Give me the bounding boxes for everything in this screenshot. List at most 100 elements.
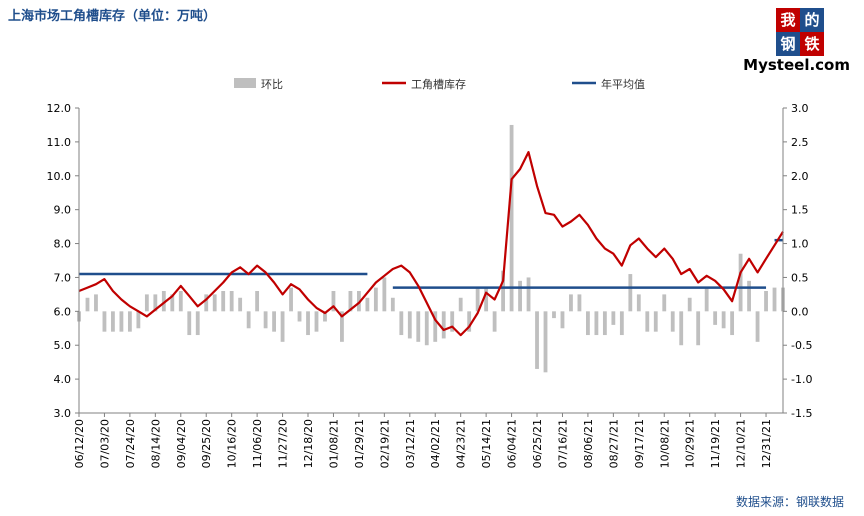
x-tick-label: 04/23/21	[455, 419, 468, 468]
x-tick-label: 08/27/21	[607, 419, 620, 468]
logo-char: 钢	[776, 32, 800, 56]
change-bar	[416, 311, 421, 342]
mysteel-logo: 我 的 钢 铁 Mysteel.com	[742, 8, 850, 76]
change-bar	[441, 311, 446, 339]
change-bar	[619, 311, 624, 336]
x-tick-label: 08/06/21	[582, 419, 595, 468]
x-tick-label: 06/12/20	[73, 419, 86, 468]
change-bar	[407, 311, 412, 339]
data-source: 数据来源：钢联数据	[735, 495, 844, 509]
change-bar	[136, 311, 141, 329]
x-tick-label: 11/19/21	[709, 419, 722, 468]
change-bar	[382, 277, 387, 312]
x-tick-label: 10/29/21	[684, 419, 697, 468]
change-bar	[467, 311, 472, 332]
change-bar	[450, 311, 455, 332]
change-bar	[263, 311, 268, 329]
change-bar	[662, 294, 667, 312]
change-bar	[747, 280, 751, 312]
x-tick-label: 10/08/21	[658, 419, 671, 468]
chart-title: 上海市场工角槽库存（单位：万吨）	[8, 9, 217, 24]
change-bar	[645, 311, 650, 332]
change-bar	[653, 311, 658, 332]
x-tick-label: 04/02/21	[429, 419, 442, 468]
change-bar	[348, 291, 353, 312]
change-bar	[102, 311, 107, 332]
change-bar	[738, 253, 743, 312]
change-bar	[390, 297, 395, 312]
change-bar	[246, 311, 251, 329]
inventory-line	[78, 151, 784, 337]
x-tick-label: 05/14/21	[480, 419, 493, 468]
x-tick-label: 01/29/21	[353, 419, 366, 468]
change-bar	[484, 287, 489, 312]
change-bar	[569, 294, 573, 312]
change-bar	[594, 311, 599, 336]
x-tick-label: 08/14/20	[149, 419, 162, 468]
left-tick-label: 11.0	[47, 136, 72, 149]
change-bar	[111, 311, 115, 332]
change-bar	[560, 311, 565, 329]
x-tick-label: 11/27/20	[277, 419, 290, 468]
change-bar	[340, 311, 344, 342]
x-tick-label: 09/04/20	[175, 419, 188, 468]
x-tick-label: 03/12/21	[404, 419, 417, 468]
change-bar	[679, 311, 684, 346]
x-tick-label: 12/18/20	[302, 419, 315, 468]
change-bar	[611, 311, 616, 325]
left-tick-label: 12.0	[47, 102, 72, 115]
legend-swatch-change	[234, 78, 256, 88]
x-tick-label: 06/25/21	[531, 419, 544, 468]
change-bar	[518, 280, 522, 312]
logo-char: 的	[800, 8, 824, 32]
x-tick-label: 07/24/20	[124, 419, 137, 468]
right-tick-label: 3.0	[791, 102, 809, 115]
left-tick-label: 8.0	[54, 238, 72, 251]
right-tick-label: 1.5	[791, 204, 809, 217]
change-bar	[687, 297, 692, 312]
change-bar	[272, 311, 276, 332]
change-bar	[187, 311, 192, 336]
change-bar	[289, 287, 293, 312]
x-tick-label: 12/31/21	[760, 419, 773, 468]
legend-label: 工角槽库存	[411, 77, 466, 91]
change-bar	[475, 287, 480, 312]
change-bar	[85, 297, 90, 312]
change-bar	[229, 291, 234, 312]
change-bar	[238, 297, 243, 312]
change-bar	[492, 311, 497, 332]
left-tick-label: 10.0	[47, 170, 72, 183]
change-bar	[144, 294, 149, 312]
change-bar	[204, 294, 209, 312]
change-bar	[577, 294, 582, 312]
right-tick-label: -0.5	[791, 339, 812, 352]
change-bar	[280, 311, 285, 342]
left-tick-label: 3.0	[54, 407, 72, 420]
legend-label: 年平均值	[601, 77, 645, 91]
x-tick-label: 06/04/21	[506, 419, 519, 468]
change-bar	[323, 311, 327, 322]
x-tick-label: 09/17/21	[633, 419, 646, 468]
x-tick-label: 12/10/21	[735, 419, 748, 468]
change-bar	[704, 287, 709, 312]
change-bar	[331, 291, 336, 312]
left-tick-label: 5.0	[54, 339, 72, 352]
change-bar	[365, 297, 370, 312]
change-bar	[433, 311, 438, 342]
change-bar	[314, 311, 319, 332]
change-bar	[526, 277, 531, 312]
change-bar	[509, 124, 514, 312]
change-bar	[713, 311, 718, 325]
right-tick-label: 1.0	[791, 238, 809, 251]
change-bar	[255, 291, 260, 312]
left-tick-label: 4.0	[54, 373, 72, 386]
change-bar	[373, 287, 378, 312]
x-tick-label: 10/16/20	[226, 419, 239, 468]
change-bar	[755, 311, 760, 342]
left-tick-label: 7.0	[54, 271, 72, 284]
change-bar	[161, 291, 166, 312]
change-bar	[119, 311, 124, 332]
change-bar	[721, 311, 726, 329]
change-bar	[399, 311, 404, 336]
